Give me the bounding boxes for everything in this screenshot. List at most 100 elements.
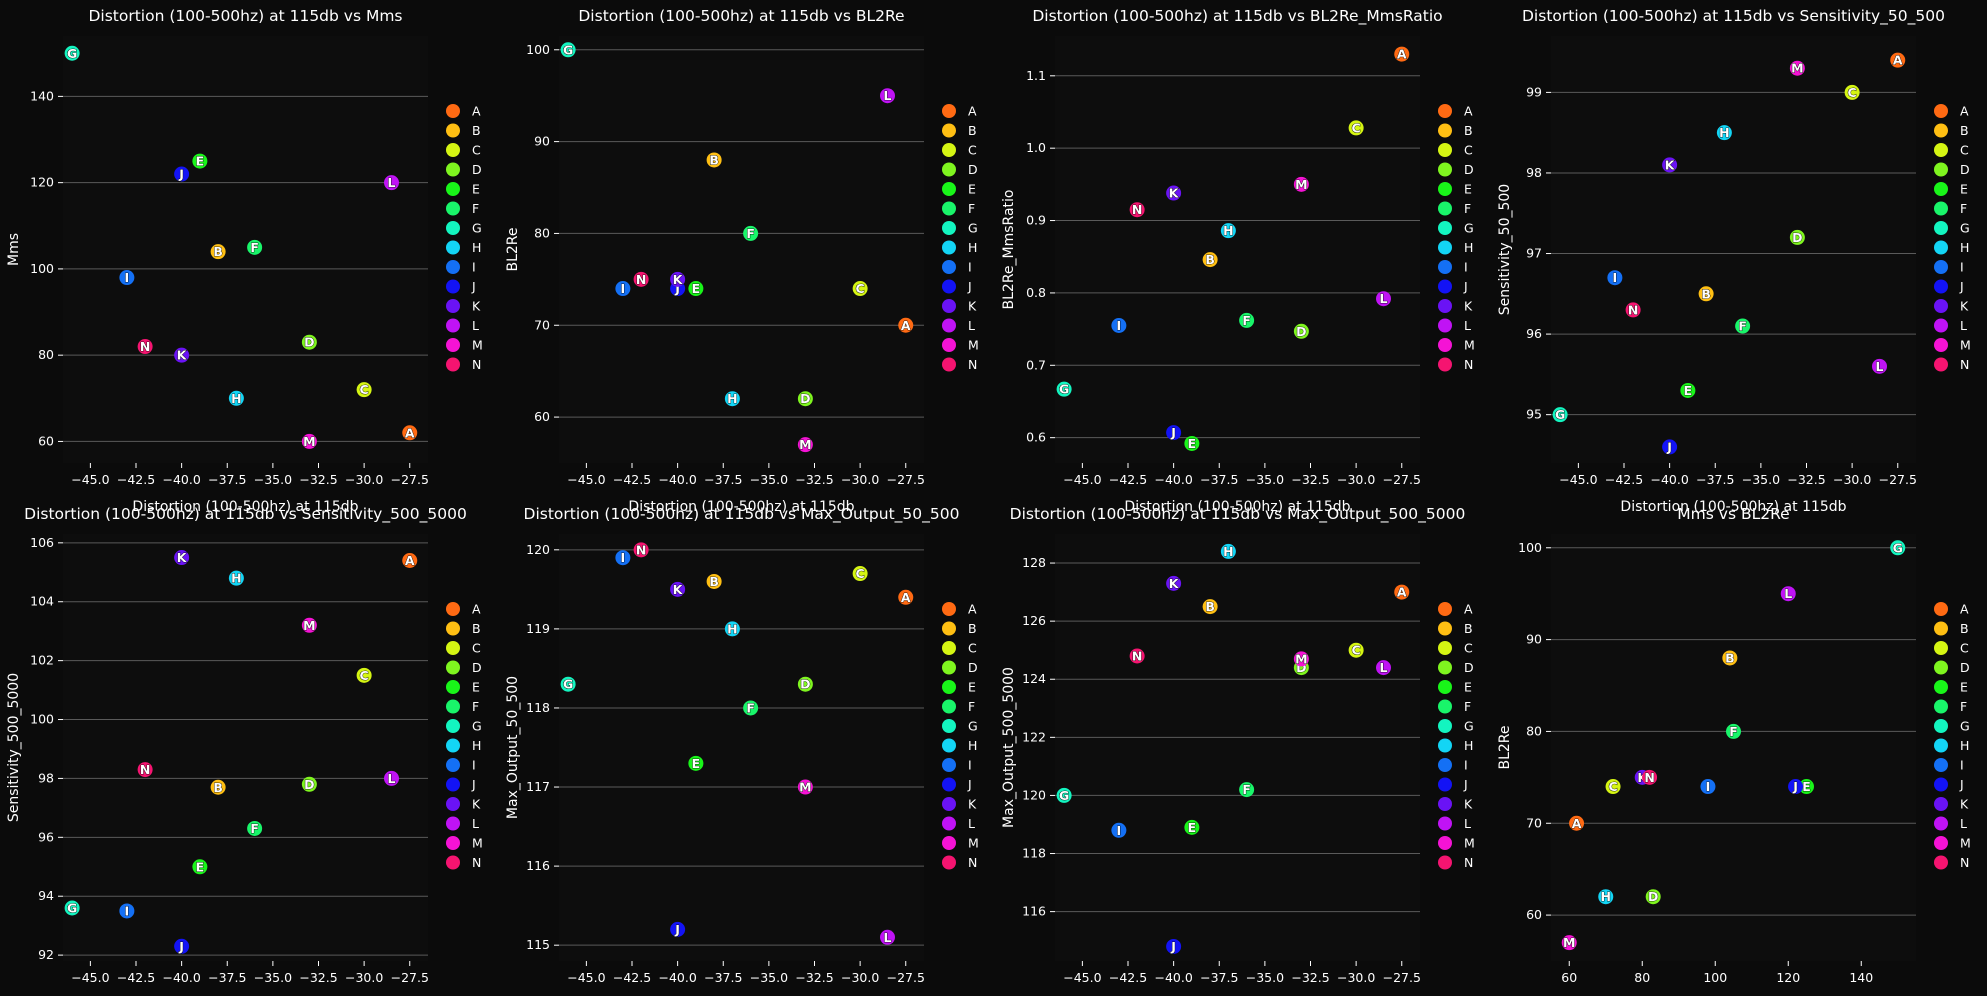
data-point — [615, 550, 631, 566]
legend-label: K — [968, 797, 977, 812]
legend-marker — [1438, 143, 1452, 157]
y-tick-label: 122 — [1022, 729, 1046, 744]
x-tick-label: −40.0 — [658, 970, 696, 985]
data-point — [174, 347, 190, 363]
legend-label: D — [968, 162, 978, 177]
y-axis-label: Sensitivity_500_5000 — [6, 673, 22, 822]
chart-title: Distortion (100-500hz) at 115db vs BL2Re… — [1032, 7, 1442, 26]
y-tick-label: 99 — [1526, 84, 1542, 99]
y-tick-label: 119 — [526, 621, 550, 636]
legend-label: H — [968, 240, 977, 255]
x-tick-label: −37.5 — [1696, 472, 1734, 487]
legend-label: M — [1464, 338, 1475, 353]
data-point — [1662, 439, 1678, 455]
data-point-label: L — [884, 88, 892, 103]
data-point — [1293, 323, 1309, 339]
legend-marker — [942, 182, 956, 196]
legend-marker — [446, 621, 460, 636]
data-point-label: N — [636, 272, 646, 287]
data-point-label: A — [1572, 816, 1582, 831]
data-point-label: I — [1117, 318, 1122, 333]
legend-marker — [1438, 836, 1452, 850]
data-point-label: D — [1296, 660, 1306, 675]
legend-label: A — [1960, 104, 1969, 119]
data-point — [560, 42, 576, 58]
data-point — [137, 339, 153, 355]
data-point-label: B — [213, 780, 223, 795]
data-point — [301, 334, 317, 350]
x-tick-label: −35.0 — [1742, 472, 1780, 487]
legend-marker — [446, 699, 460, 714]
data-point-label: K — [673, 582, 684, 597]
legend-label: C — [1464, 641, 1473, 656]
x-tick-label: −32.5 — [299, 970, 337, 985]
legend-marker — [942, 104, 956, 118]
legend-marker — [942, 338, 956, 352]
y-tick-label: 0.9 — [1026, 213, 1046, 228]
plot-area — [1551, 534, 1916, 961]
legend-label: H — [1464, 738, 1473, 753]
y-tick-label: 98 — [1526, 165, 1542, 180]
data-point — [174, 550, 190, 566]
data-point-label: C — [1848, 85, 1857, 100]
y-tick-label: 120 — [1022, 787, 1046, 802]
legend-label: A — [472, 104, 481, 119]
legend-marker — [446, 182, 460, 196]
data-point-label: N — [1628, 302, 1638, 317]
y-tick-label: 70 — [534, 317, 550, 332]
data-point — [1698, 286, 1714, 302]
x-tick-label: −37.5 — [208, 472, 246, 487]
legend-label: N — [1960, 855, 1969, 870]
legend-label: C — [1464, 143, 1473, 158]
x-tick-label: −42.5 — [613, 970, 651, 985]
x-tick-label: −35.0 — [254, 970, 292, 985]
scatter-panel: Distortion (100-500hz) at 115db vs BL2Re… — [505, 7, 979, 515]
data-point-label: N — [1132, 649, 1142, 664]
legend-label: L — [1960, 816, 1967, 831]
data-point — [1569, 815, 1585, 831]
x-tick-label: −30.0 — [841, 970, 879, 985]
legend-label: H — [1960, 738, 1969, 753]
y-tick-label: 97 — [1526, 246, 1542, 261]
legend-label: A — [472, 602, 481, 617]
x-tick-label: −27.5 — [887, 472, 925, 487]
legend-label: C — [472, 143, 481, 158]
data-point-label: A — [901, 590, 911, 605]
scatter-panel: Distortion (100-500hz) at 115db vs Max_O… — [505, 505, 979, 985]
data-point — [1394, 46, 1410, 62]
data-point — [1642, 769, 1658, 785]
data-point-label: D — [800, 677, 810, 692]
plot-area — [63, 36, 428, 463]
legend-label: D — [1960, 660, 1970, 675]
x-tick-label: −45.0 — [1063, 970, 1101, 985]
legend-marker — [446, 104, 460, 118]
data-point — [1872, 358, 1887, 374]
legend-label: K — [472, 797, 481, 812]
x-tick-label: −40.0 — [1650, 472, 1688, 487]
data-point-label: H — [231, 391, 241, 406]
data-point-label: E — [1188, 436, 1197, 451]
legend-label: K — [472, 299, 481, 314]
y-tick-label: 124 — [1022, 671, 1046, 686]
legend-marker — [1934, 162, 1948, 177]
legend-marker — [1438, 201, 1452, 216]
data-point-label: E — [1802, 779, 1811, 794]
data-point — [192, 859, 208, 875]
legend-label: H — [1464, 240, 1473, 255]
legend-label: F — [968, 699, 975, 714]
y-axis-label: Sensitivity_50_500 — [1497, 184, 1513, 315]
legend-marker — [1934, 299, 1948, 313]
legend-marker — [1934, 318, 1948, 333]
data-point-label: H — [1223, 544, 1233, 559]
legend-marker — [446, 240, 460, 255]
data-point-label: E — [196, 154, 205, 169]
legend-label: I — [1464, 260, 1468, 275]
data-point — [1166, 938, 1182, 954]
data-point-label: D — [800, 391, 810, 406]
data-point — [1552, 407, 1568, 423]
legend-marker — [1438, 104, 1452, 118]
legend-marker — [942, 299, 956, 313]
y-tick-label: 106 — [30, 535, 54, 550]
data-point-label: B — [1205, 599, 1215, 614]
legend-marker — [446, 260, 460, 274]
